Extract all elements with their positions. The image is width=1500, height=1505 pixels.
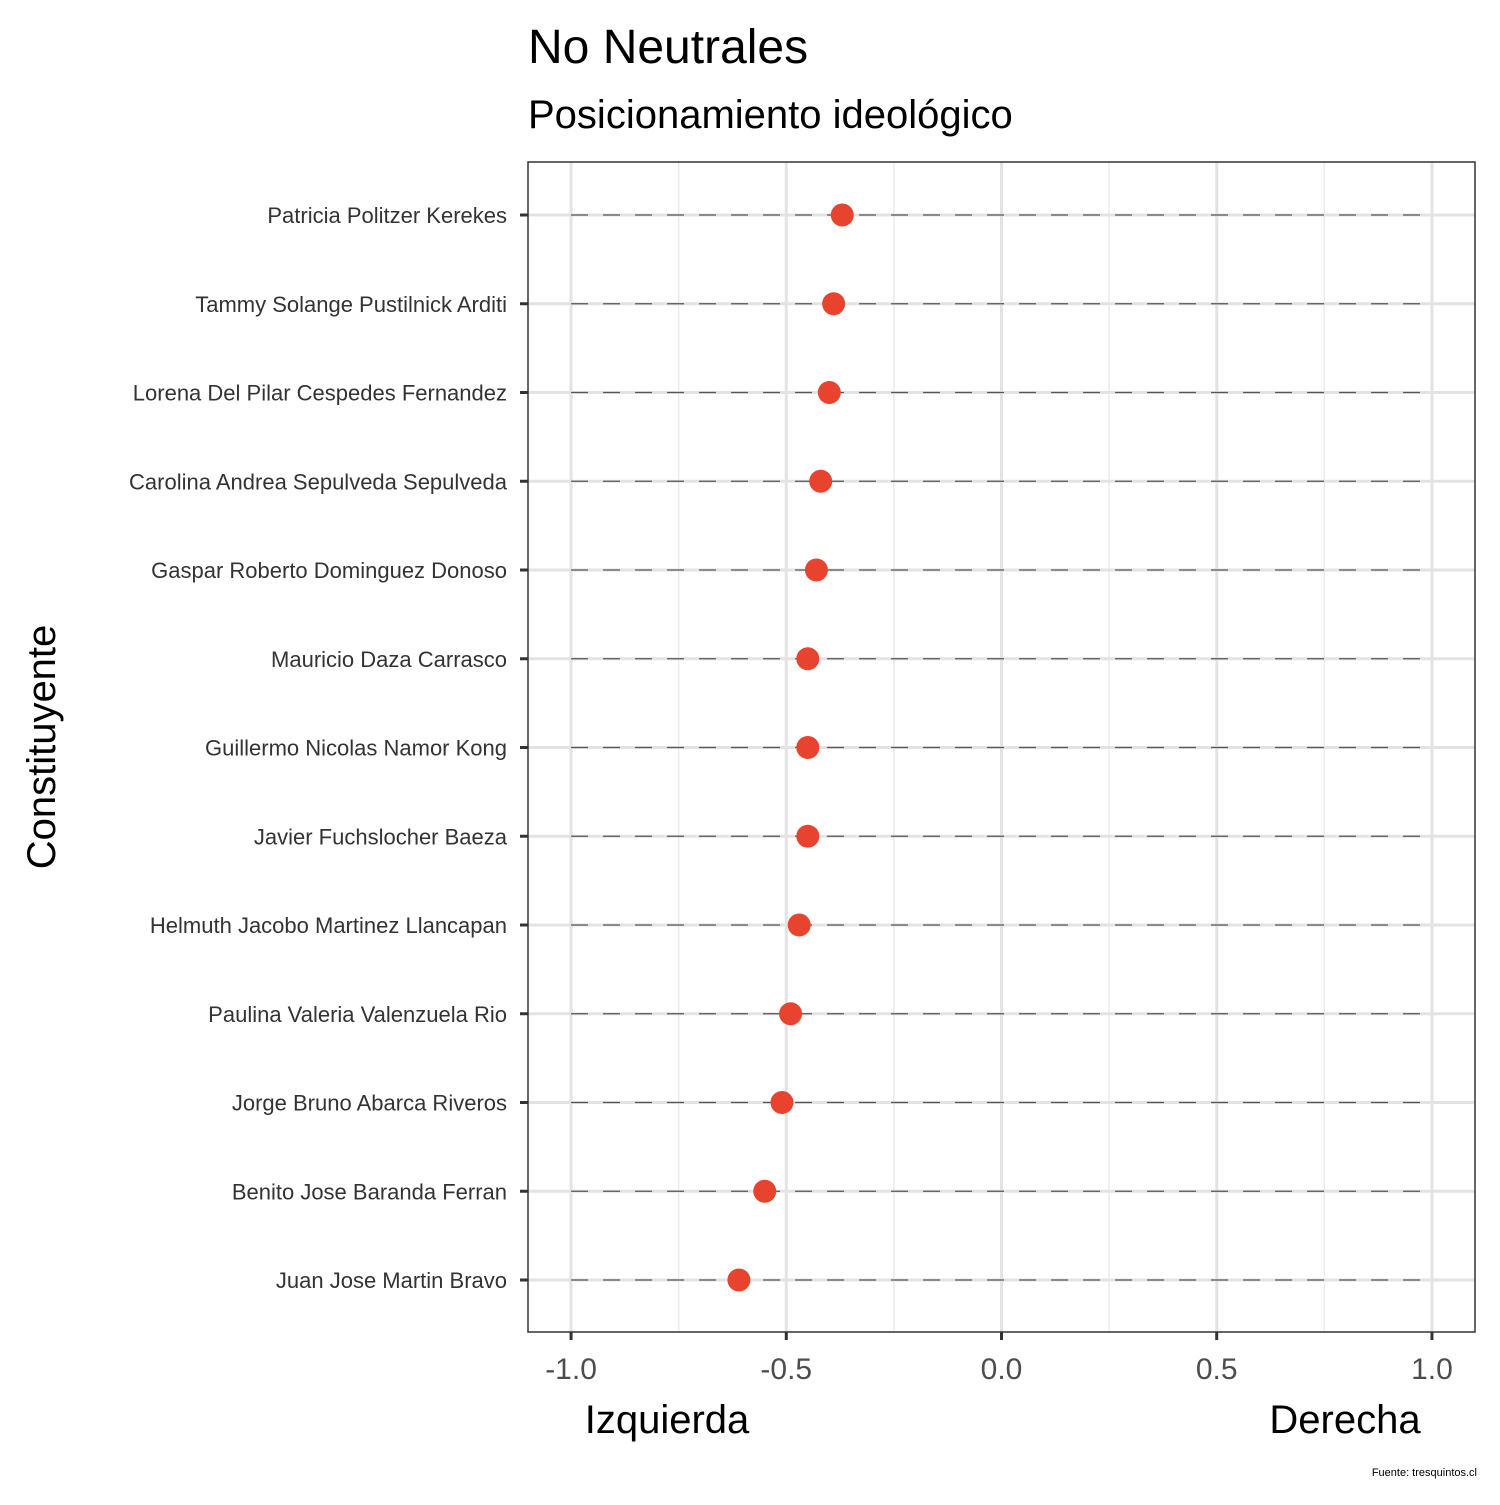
data-point xyxy=(817,381,841,404)
y-tick-label: Gaspar Roberto Dominguez Donoso xyxy=(151,558,507,583)
data-points xyxy=(727,203,854,1292)
y-tick-label: Paulina Valeria Valenzuela Rio xyxy=(208,1002,507,1027)
y-axis-title: Constituyente xyxy=(20,625,64,870)
data-point xyxy=(753,1179,777,1203)
x-tick-label: 0.5 xyxy=(1196,1353,1238,1386)
y-tick-label: Lorena Del Pilar Cespedes Fernandez xyxy=(133,381,507,406)
y-tick-label: Tammy Solange Pustilnick Arditi xyxy=(195,292,507,317)
x-right-label: Derecha xyxy=(1269,1398,1421,1442)
data-point xyxy=(830,203,854,227)
y-tick-label: Guillermo Nicolas Namor Kong xyxy=(205,736,507,761)
y-tick-label: Carolina Andrea Sepulveda Sepulveda xyxy=(129,469,508,494)
x-tick-label: -1.0 xyxy=(545,1353,597,1386)
x-tick-label: 1.0 xyxy=(1411,1353,1453,1386)
data-point xyxy=(787,913,811,937)
y-tick-label: Patricia Politzer Kerekes xyxy=(267,203,507,228)
y-tick-label: Mauricio Daza Carrasco xyxy=(271,647,507,672)
chart-title: No Neutrales xyxy=(528,21,808,74)
y-tick-label: Jorge Bruno Abarca Riveros xyxy=(232,1091,507,1116)
y-tick-label: Benito Jose Baranda Ferran xyxy=(232,1179,507,1204)
y-axis: Patricia Politzer Kerekes Tammy Solange P… xyxy=(129,203,528,1293)
y-tick-label: Helmuth Jacobo Martinez Llancapan xyxy=(150,913,507,938)
x-tick-label: -0.5 xyxy=(760,1353,812,1386)
data-point xyxy=(727,1268,751,1292)
source-caption: Fuente: tresquintos.cl xyxy=(1372,1467,1477,1479)
x-left-label: Izquierda xyxy=(585,1398,750,1442)
x-axis: -1.0 -0.5 0.0 0.5 1.0 xyxy=(545,1332,1453,1386)
y-tick-label: Juan Jose Martin Bravo xyxy=(276,1268,507,1293)
data-point xyxy=(796,824,820,848)
data-point xyxy=(770,1091,794,1114)
x-tick-label: 0.0 xyxy=(981,1353,1023,1386)
data-point xyxy=(804,558,828,582)
reference-lines xyxy=(571,214,1432,1281)
data-point xyxy=(822,292,846,316)
data-point xyxy=(796,736,820,759)
data-point xyxy=(796,647,820,671)
data-point xyxy=(809,469,833,493)
y-tick-label: Javier Fuchslocher Baeza xyxy=(254,824,508,849)
data-point xyxy=(779,1002,803,1026)
chart-subtitle: Posicionamiento ideológico xyxy=(528,93,1013,137)
